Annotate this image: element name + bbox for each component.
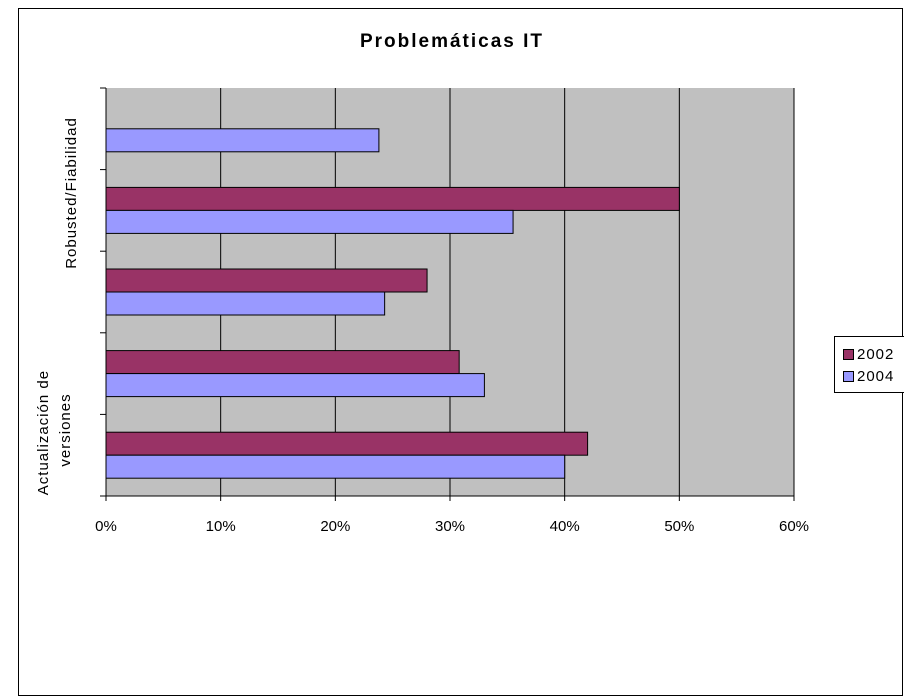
category-label-actualizacion: Actualización de versiones bbox=[35, 365, 74, 495]
x-tick-label: 0% bbox=[95, 518, 117, 535]
chart-title: Problemáticas IT bbox=[359, 31, 545, 52]
legend-swatch-2002 bbox=[843, 348, 854, 360]
legend-item-2002: 2002 bbox=[843, 345, 895, 363]
x-tick-label: 10% bbox=[206, 518, 236, 535]
x-tick-label: 30% bbox=[435, 518, 465, 535]
bar-2002 bbox=[105, 431, 589, 456]
category-label-robustez: Robusted/Fiabilidad bbox=[63, 117, 80, 269]
legend: 2002 2004 bbox=[834, 336, 904, 393]
legend-swatch-2004 bbox=[843, 370, 854, 382]
bar-2002 bbox=[105, 186, 680, 211]
x-tick-label: 20% bbox=[320, 518, 350, 535]
legend-item-2004: 2004 bbox=[843, 367, 895, 385]
bar-2004 bbox=[105, 454, 566, 479]
bar-2004 bbox=[105, 291, 386, 316]
bar-2002 bbox=[105, 350, 460, 375]
category-label-actualizacion-line2: versiones bbox=[57, 393, 74, 466]
bar-2004 bbox=[105, 373, 485, 398]
x-tick-label: 50% bbox=[664, 518, 694, 535]
bar-2004 bbox=[105, 128, 380, 153]
legend-label-2002: 2002 bbox=[857, 345, 895, 363]
bar-2004 bbox=[105, 209, 514, 234]
category-label-actualizacion-line1: Actualización de bbox=[35, 370, 52, 495]
bar-2002 bbox=[105, 268, 428, 293]
legend-label-2004: 2004 bbox=[857, 367, 895, 385]
x-tick-label: 60% bbox=[779, 518, 809, 535]
x-tick-label: 40% bbox=[550, 518, 580, 535]
